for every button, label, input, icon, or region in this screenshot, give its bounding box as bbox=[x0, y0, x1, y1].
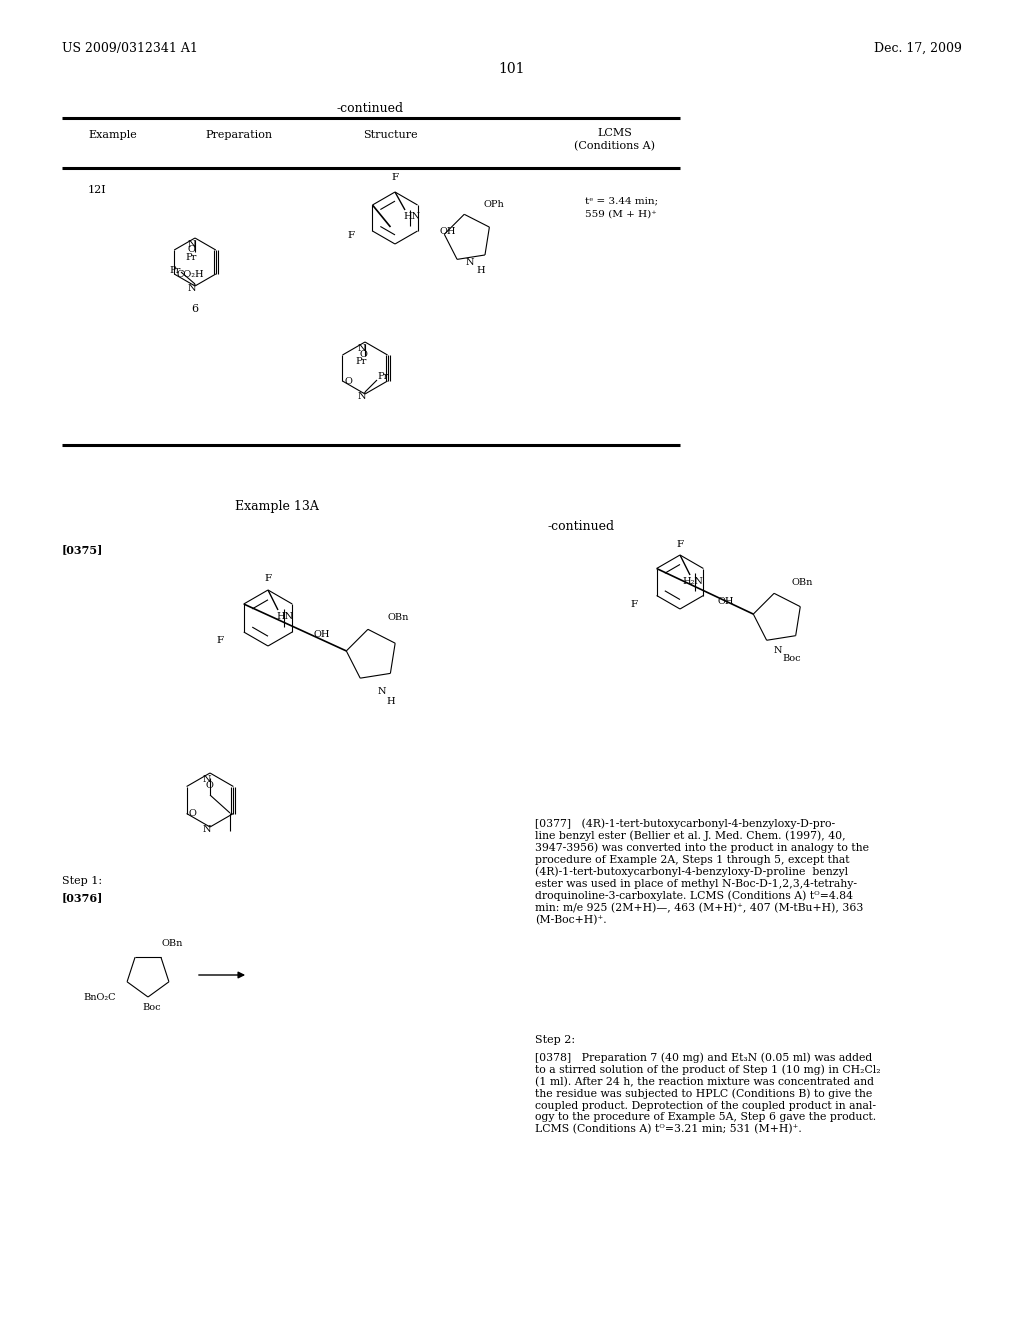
Text: (Conditions A): (Conditions A) bbox=[574, 141, 655, 152]
Text: O: O bbox=[206, 781, 213, 791]
Text: OH: OH bbox=[313, 630, 330, 639]
Text: LCMS: LCMS bbox=[598, 128, 633, 139]
Text: N: N bbox=[357, 392, 367, 401]
Text: 559 (M + H)⁺: 559 (M + H)⁺ bbox=[585, 210, 656, 219]
Text: N: N bbox=[187, 240, 197, 249]
Text: tᵉ = 3.44 min;: tᵉ = 3.44 min; bbox=[585, 195, 658, 205]
Text: O: O bbox=[359, 350, 368, 359]
Text: [0375]: [0375] bbox=[62, 544, 103, 554]
Text: O: O bbox=[344, 378, 352, 385]
Text: Pr: Pr bbox=[377, 372, 388, 381]
Text: OBn: OBn bbox=[792, 578, 813, 587]
Text: N: N bbox=[378, 686, 386, 696]
Text: -continued: -continued bbox=[337, 102, 403, 115]
Text: Example 13A: Example 13A bbox=[234, 500, 318, 513]
Text: OBn: OBn bbox=[388, 612, 410, 622]
Text: Boc: Boc bbox=[142, 1003, 161, 1012]
Text: F: F bbox=[391, 173, 398, 182]
Text: Pr: Pr bbox=[169, 267, 180, 275]
Text: N: N bbox=[203, 825, 211, 834]
Text: Dec. 17, 2009: Dec. 17, 2009 bbox=[874, 42, 962, 55]
Text: H₂N: H₂N bbox=[682, 577, 702, 586]
Text: N: N bbox=[203, 775, 211, 784]
Text: Example: Example bbox=[88, 129, 137, 140]
Text: 101: 101 bbox=[499, 62, 525, 77]
Text: -continued: -continued bbox=[548, 520, 615, 533]
Text: N: N bbox=[774, 645, 782, 655]
Text: F: F bbox=[348, 231, 355, 240]
Text: O: O bbox=[188, 246, 196, 253]
Text: Pr: Pr bbox=[185, 253, 197, 261]
Text: Step 1:: Step 1: bbox=[62, 876, 102, 886]
Text: OBn: OBn bbox=[162, 939, 183, 948]
Text: CO₂H: CO₂H bbox=[176, 271, 204, 279]
Text: 12I: 12I bbox=[88, 185, 106, 195]
Text: H: H bbox=[476, 267, 484, 275]
Text: [0376]: [0376] bbox=[62, 892, 103, 903]
Text: F: F bbox=[677, 540, 684, 549]
Text: 6: 6 bbox=[191, 304, 199, 314]
Text: Pr: Pr bbox=[355, 356, 367, 366]
Text: O: O bbox=[188, 809, 197, 818]
Text: Structure: Structure bbox=[362, 129, 418, 140]
Text: HN: HN bbox=[403, 213, 420, 220]
Text: HN: HN bbox=[276, 612, 293, 620]
Text: OH: OH bbox=[440, 227, 457, 236]
Text: BnO₂C: BnO₂C bbox=[83, 993, 116, 1002]
Text: H: H bbox=[386, 697, 394, 706]
Text: N: N bbox=[187, 284, 197, 293]
Text: F: F bbox=[217, 636, 224, 645]
Text: US 2009/0312341 A1: US 2009/0312341 A1 bbox=[62, 42, 198, 55]
Text: OH: OH bbox=[718, 597, 734, 606]
Text: N: N bbox=[357, 345, 367, 352]
Text: Boc: Boc bbox=[782, 653, 801, 663]
Text: Step 2:: Step 2: bbox=[535, 1035, 575, 1045]
Text: OPh: OPh bbox=[484, 201, 505, 209]
Text: Preparation: Preparation bbox=[205, 129, 272, 140]
Text: F: F bbox=[631, 601, 638, 609]
Text: [0378]   Preparation 7 (40 mg) and Et₃N (0.05 ml) was added
to a stirred solutio: [0378] Preparation 7 (40 mg) and Et₃N (0… bbox=[535, 1052, 881, 1134]
Text: F: F bbox=[264, 574, 271, 583]
Text: N: N bbox=[466, 257, 474, 267]
Text: [0377]   (4R)-1-tert-butoxycarbonyl-4-benzyloxy-D-pro-
line benzyl ester (Bellie: [0377] (4R)-1-tert-butoxycarbonyl-4-benz… bbox=[535, 818, 869, 925]
